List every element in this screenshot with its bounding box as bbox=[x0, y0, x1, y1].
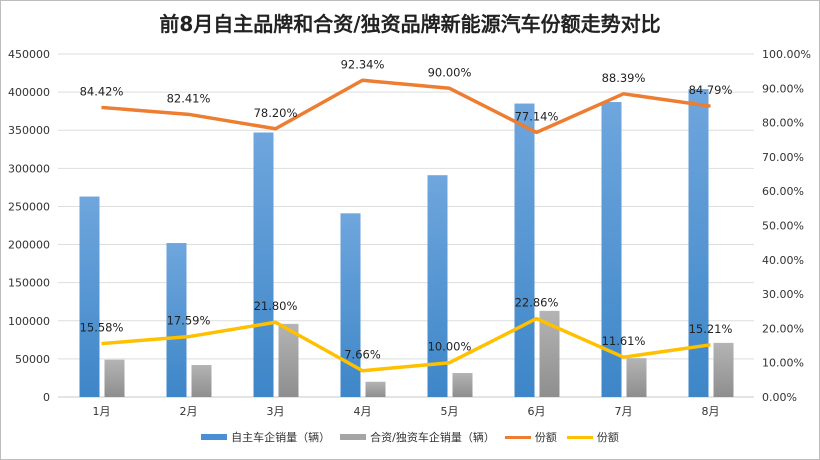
legend-label: 份额 bbox=[596, 431, 619, 444]
data-label: 82.41% bbox=[167, 91, 211, 105]
y-right-tick-label: 100.00% bbox=[762, 48, 811, 61]
line-share-jv bbox=[101, 316, 711, 373]
y-right-tick-label: 60.00% bbox=[762, 185, 804, 198]
y-left-tick-label: 300000 bbox=[8, 162, 50, 175]
y-right-tick-label: 10.00% bbox=[762, 357, 804, 370]
x-tick-label: 4月 bbox=[354, 405, 372, 418]
bar-domestic-4月 bbox=[340, 213, 361, 397]
bar-jv-8月 bbox=[713, 342, 734, 397]
y-left-tick-label: 250000 bbox=[8, 200, 50, 213]
y-left-tick-label: 350000 bbox=[8, 124, 50, 137]
data-label: 88.39% bbox=[602, 71, 646, 85]
legend-label: 合资/独资车企销量（辆） bbox=[370, 431, 495, 444]
x-tick-label: 2月 bbox=[180, 405, 198, 418]
legend-swatch bbox=[504, 435, 531, 439]
y-left-tick-label: 400000 bbox=[8, 86, 50, 99]
bar-domestic-2月 bbox=[166, 243, 187, 397]
data-label: 90.00% bbox=[428, 65, 472, 79]
y-right-tick-label: 90.00% bbox=[762, 82, 804, 95]
data-label: 92.34% bbox=[341, 57, 385, 71]
data-label: 84.79% bbox=[689, 83, 733, 97]
legend-swatch bbox=[201, 434, 228, 440]
data-label: 84.42% bbox=[80, 84, 124, 98]
data-label: 11.61% bbox=[602, 334, 646, 348]
x-tick-label: 7月 bbox=[615, 405, 633, 418]
x-tick-label: 1月 bbox=[93, 405, 111, 418]
bar-domestic-3月 bbox=[253, 132, 274, 397]
x-tick-label: 6月 bbox=[528, 405, 546, 418]
legend-item: 份额 bbox=[566, 429, 619, 445]
legend-swatch bbox=[340, 434, 367, 440]
y-left-tick-label: 200000 bbox=[8, 239, 50, 252]
y-left-tick-label: 0 bbox=[43, 391, 50, 404]
data-label: 78.20% bbox=[254, 106, 298, 120]
bar-domestic-6月 bbox=[514, 103, 535, 398]
bar-jv-4月 bbox=[365, 381, 386, 397]
bar-jv-7月 bbox=[626, 358, 647, 397]
chart-title: 前8月自主品牌和合资/独资品牌新能源汽车份额走势对比 bbox=[159, 12, 661, 36]
line-share-domestic bbox=[101, 78, 711, 135]
data-label: 15.58% bbox=[80, 321, 124, 335]
bar-jv-1月 bbox=[104, 359, 125, 397]
bar-domestic-8月 bbox=[688, 89, 709, 397]
bar-domestic-5月 bbox=[427, 175, 448, 397]
bar-domestic-1月 bbox=[79, 196, 100, 397]
data-label: 77.14% bbox=[515, 109, 559, 123]
legend-item: 合资/独资车企销量（辆） bbox=[340, 429, 495, 445]
data-label: 22.86% bbox=[515, 296, 559, 310]
y-right-tick-label: 50.00% bbox=[762, 220, 804, 233]
y-right-tick-label: 0.00% bbox=[762, 391, 797, 404]
legend-swatch bbox=[566, 435, 593, 439]
y-left-tick-label: 50000 bbox=[15, 353, 50, 366]
bar-jv-2月 bbox=[191, 364, 212, 397]
y-right-tick-label: 30.00% bbox=[762, 288, 804, 301]
data-label: 21.80% bbox=[254, 299, 298, 313]
y-right-tick-label: 70.00% bbox=[762, 151, 804, 164]
bar-jv-3月 bbox=[278, 323, 299, 397]
x-tick-label: 5月 bbox=[441, 405, 459, 418]
y-left-tick-label: 100000 bbox=[8, 315, 50, 328]
y-right-tick-label: 20.00% bbox=[762, 322, 804, 335]
legend-item: 份额 bbox=[504, 429, 557, 445]
y-right-tick-label: 40.00% bbox=[762, 254, 804, 267]
y-left-tick-label: 150000 bbox=[8, 277, 50, 290]
x-tick-label: 8月 bbox=[702, 405, 720, 418]
legend: 自主车企销量（辆） 合资/独资车企销量（辆） 份额 份额 bbox=[0, 429, 820, 445]
bar-jv-6月 bbox=[539, 310, 560, 397]
legend-item: 自主车企销量（辆） bbox=[201, 429, 330, 445]
data-label: 7.66% bbox=[344, 348, 381, 362]
y-right-tick-label: 80.00% bbox=[762, 117, 804, 130]
data-label: 15.21% bbox=[689, 322, 733, 336]
bar-domestic-7月 bbox=[601, 102, 622, 398]
legend-label: 自主车企销量（辆） bbox=[231, 431, 331, 444]
data-label: 10.00% bbox=[428, 340, 472, 354]
legend-label: 份额 bbox=[534, 431, 557, 444]
x-tick-label: 3月 bbox=[267, 405, 285, 418]
data-label: 17.59% bbox=[167, 314, 211, 328]
y-left-tick-label: 450000 bbox=[8, 48, 50, 61]
bar-jv-5月 bbox=[452, 372, 473, 397]
